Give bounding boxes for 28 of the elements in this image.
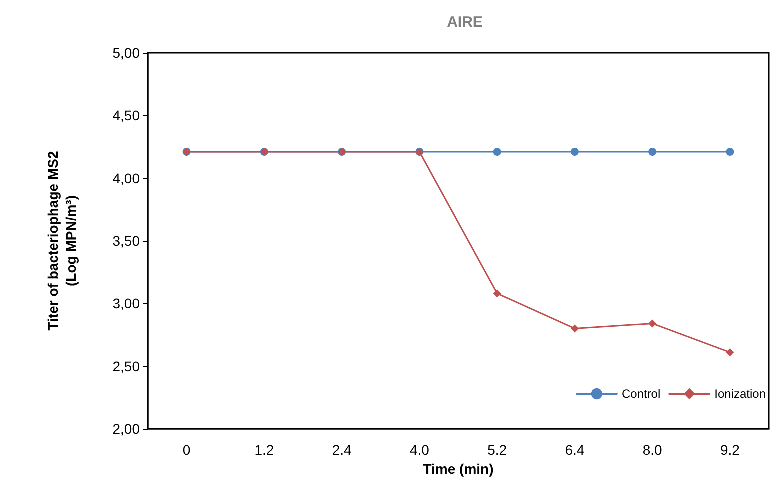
y-tick-label: 2,00 — [112, 421, 140, 437]
y-tick-label: 4,50 — [112, 108, 140, 124]
point — [726, 348, 734, 357]
x-axis-title: Time (min) — [423, 460, 494, 477]
y-tick-label: 5,00 — [112, 45, 140, 61]
y-tick-label: 3,50 — [112, 233, 140, 249]
y-tick-label: 4,00 — [112, 170, 140, 186]
point — [493, 148, 502, 156]
y-tick-label: 3,00 — [112, 296, 140, 312]
x-tick-label: 6.4 — [565, 442, 585, 458]
y-axis-title: Titer of bacteriophage MS2 (Log MPN/m³) — [45, 151, 79, 331]
point — [648, 148, 657, 156]
legend-label: Ionization — [714, 387, 766, 401]
point — [570, 324, 579, 333]
y-tick-label: 2,50 — [112, 358, 140, 374]
x-tick-label: 0 — [182, 442, 191, 458]
point — [648, 320, 657, 328]
x-tick-label: 4.0 — [410, 442, 430, 458]
point — [570, 148, 579, 156]
x-tick-label: 9.2 — [720, 442, 740, 458]
x-tick-label: 5.2 — [488, 442, 508, 458]
x-tick-label: 1.2 — [254, 442, 274, 458]
point — [493, 290, 502, 298]
chart-title: AIRE — [447, 14, 483, 31]
x-tick-label: 2.4 — [332, 442, 352, 458]
legend-label: Control — [622, 387, 661, 401]
point — [726, 148, 734, 156]
x-tick-label: 8.0 — [642, 442, 663, 458]
